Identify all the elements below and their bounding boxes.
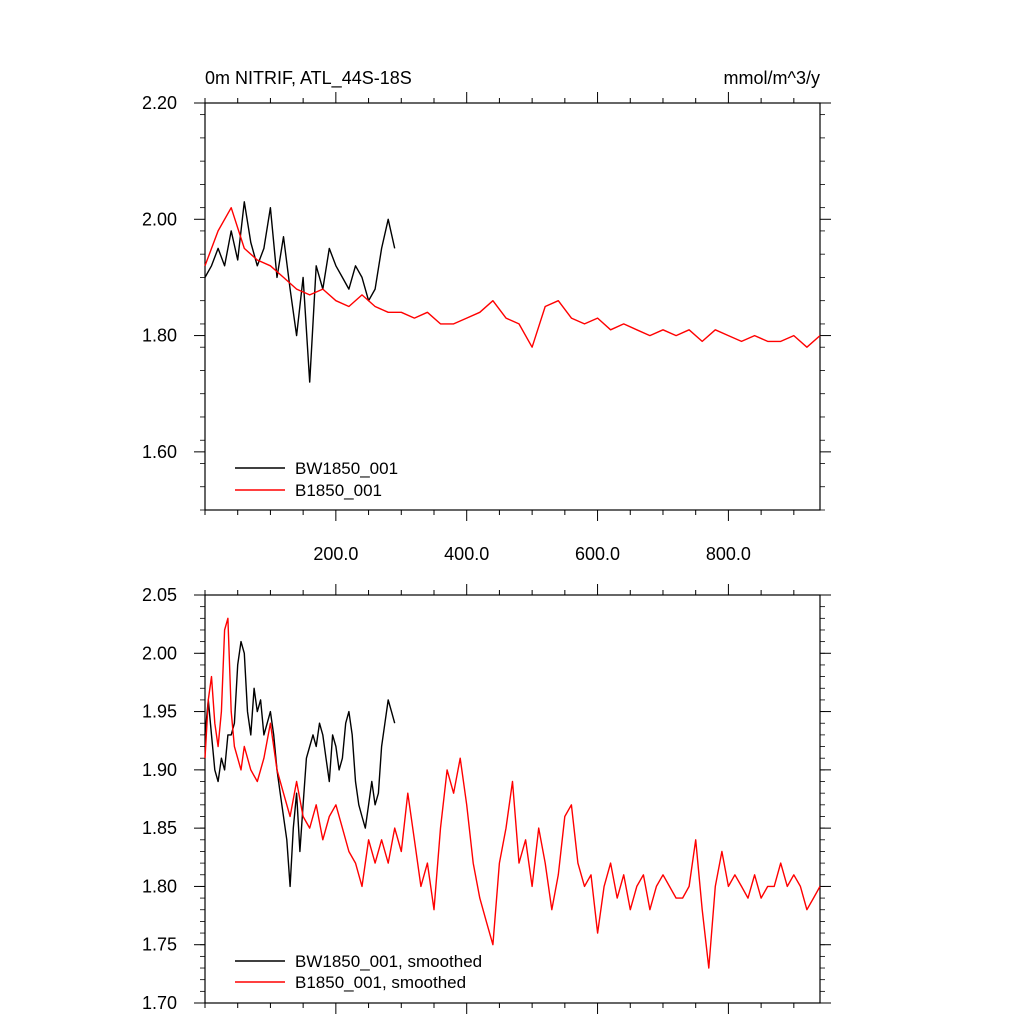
y-tick-label: 1.75 bbox=[142, 935, 177, 955]
x-tick-label: 200.0 bbox=[313, 544, 358, 564]
bottom-panel-marks: 1.70 1.75 1.80 1.85 1.90 1.95 2.00 2.05 bbox=[142, 584, 831, 1014]
series-line-0 bbox=[204, 640, 396, 888]
series-line-1 bbox=[204, 206, 821, 348]
x-tick-label: 400.0 bbox=[444, 544, 489, 564]
legend-label-bw1850-smoothed: BW1850_001, smoothed bbox=[295, 952, 482, 971]
legend-label-b1850-smoothed: B1850_001, smoothed bbox=[295, 973, 466, 992]
y-tick-label: 1.95 bbox=[142, 702, 177, 722]
bottom-panel-legend: BW1850_001, smoothed B1850_001, smoothed bbox=[235, 952, 482, 992]
y-tick-label: 2.00 bbox=[142, 643, 177, 663]
top-panel-marks: 1.60 1.80 2.00 2.20 200.0 400.0 600.0 800.0 bbox=[142, 92, 831, 564]
y-tick-label: 1.80 bbox=[142, 876, 177, 896]
series-line-0 bbox=[204, 201, 396, 383]
top-panel-frame bbox=[204, 102, 821, 511]
y-tick-label: 2.00 bbox=[142, 209, 177, 229]
y-tick-label: 1.60 bbox=[142, 442, 177, 462]
y-tick-label: 2.05 bbox=[142, 585, 177, 605]
top-panel-units: mmol/m^3/y bbox=[724, 68, 820, 88]
y-tick-label: 1.90 bbox=[142, 760, 177, 780]
series-line-1 bbox=[204, 617, 821, 969]
legend-label-bw1850: BW1850_001 bbox=[295, 459, 398, 478]
top-panel: 0m NITRIF, ATL_44S-18S mmol/m^3/y 1.601.… bbox=[142, 68, 831, 564]
top-panel-title: 0m NITRIF, ATL_44S-18S bbox=[205, 68, 412, 89]
x-tick-label: 800.0 bbox=[706, 544, 751, 564]
top-panel-legend: BW1850_001 B1850_001 bbox=[235, 459, 398, 500]
y-tick-label: 1.70 bbox=[142, 993, 177, 1013]
legend-label-b1850: B1850_001 bbox=[295, 481, 382, 500]
bottom-panel: 1.70 1.75 1.80 1.85 1.90 1.95 2.00 2.05 BW1850_… bbox=[142, 584, 831, 1014]
y-tick-label: 1.80 bbox=[142, 326, 177, 346]
bottom-panel-frame bbox=[204, 594, 821, 1004]
y-tick-label: 2.20 bbox=[142, 93, 177, 113]
x-tick-label: 600.0 bbox=[575, 544, 620, 564]
y-tick-label: 1.85 bbox=[142, 818, 177, 838]
